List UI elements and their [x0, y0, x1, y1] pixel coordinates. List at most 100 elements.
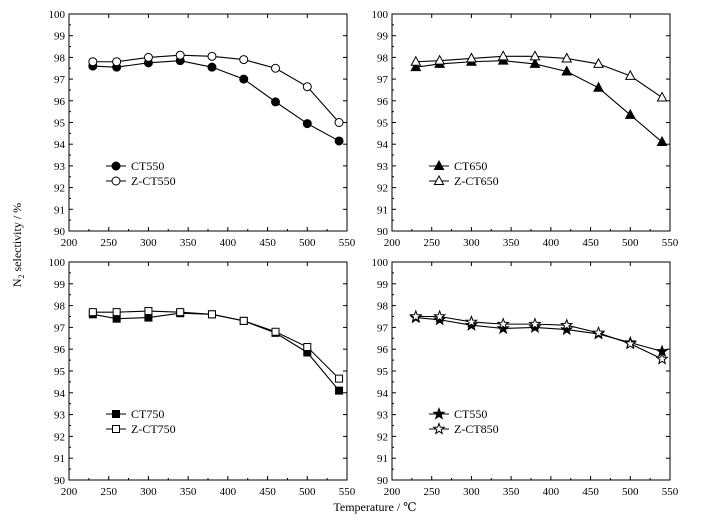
x-tick-label: 250: [423, 237, 440, 249]
legend-label: CT550: [454, 407, 487, 421]
data-point: [239, 74, 249, 84]
legend-label: Z-CT650: [454, 174, 499, 188]
legend-marker: [433, 174, 445, 185]
series-z-ct750: [88, 307, 344, 383]
y-tick-label: 99: [54, 279, 66, 291]
data-point: [271, 97, 281, 107]
y-tick-label: 98: [377, 52, 389, 64]
data-point: [143, 52, 153, 62]
plot-frame: [391, 261, 671, 481]
x-tick-label: 500: [622, 486, 639, 498]
y-tick-label: 95: [54, 366, 66, 378]
legend-marker: [112, 410, 120, 418]
y-tick-label: 96: [377, 96, 389, 108]
y-tick-label: 96: [54, 344, 66, 356]
y-tick-label: 93: [377, 410, 389, 422]
data-point: [656, 91, 668, 102]
series-z-ct550: [88, 50, 344, 127]
x-tick-label: 350: [180, 237, 197, 249]
data-point: [334, 136, 344, 146]
y-tick-label: 90: [54, 475, 66, 487]
x-tick-label: 550: [339, 237, 356, 249]
y-tick-label: 94: [377, 139, 389, 151]
legend-label: Z-CT550: [131, 174, 176, 188]
y-tick-label: 91: [377, 204, 388, 216]
data-point: [207, 310, 216, 319]
x-tick-label: 200: [61, 237, 78, 249]
data-point: [433, 309, 447, 323]
legend-marker: [433, 159, 445, 170]
y-tick-label: 97: [377, 322, 389, 334]
data-point: [335, 386, 344, 395]
x-tick-label: 200: [384, 237, 401, 249]
x-tick-label: 550: [662, 237, 679, 249]
data-point: [497, 50, 509, 61]
legend-item: Z-CT750: [106, 422, 176, 436]
x-tick-label: 250: [100, 486, 117, 498]
y-tick-label: 93: [54, 161, 66, 173]
legend-item: CT750: [106, 407, 164, 421]
legend-item: CT650: [429, 159, 487, 173]
x-tick-label: 250: [423, 486, 440, 498]
chart-panel-bottom-left: 90 91 92 93 94 95 96 97 98 99 100 200 250 300 350 400 45…: [49, 257, 356, 498]
y-tick-label: 99: [377, 31, 389, 43]
data-point: [334, 118, 344, 127]
y-tick-label: 94: [54, 139, 66, 151]
x-tick-label: 450: [582, 237, 599, 249]
data-point: [593, 81, 604, 92]
data-point: [239, 55, 249, 65]
y-tick-label: 98: [54, 301, 66, 313]
series-ct650: [410, 54, 668, 147]
data-point: [410, 61, 422, 72]
data-point: [655, 352, 669, 365]
chart-panel-top-left: 90 91 92 93 94 95 96 97 98 99 100 200 250 300 350 400 45…: [49, 9, 356, 249]
data-point: [144, 313, 153, 322]
data-point: [303, 343, 312, 352]
x-tick-label: 500: [299, 237, 316, 249]
data-point: [434, 54, 446, 65]
data-point: [175, 50, 185, 60]
data-point: [496, 317, 510, 330]
legend-item: Z-CT550: [106, 174, 176, 188]
y-tick-label: 94: [54, 388, 66, 400]
x-tick-label: 200: [384, 486, 401, 498]
plot-frame: [391, 13, 671, 232]
legend-item: Z-CT650: [429, 174, 499, 188]
legend-marker: [432, 407, 446, 420]
y-tick-label: 95: [377, 118, 389, 130]
x-tick-label: 450: [259, 237, 276, 249]
series-line: [92, 310, 340, 380]
data-point: [239, 316, 248, 325]
data-point: [623, 336, 637, 350]
x-tick-label: 350: [503, 237, 520, 249]
y-tick-label: 100: [372, 257, 389, 269]
x-tick-label: 300: [463, 486, 480, 498]
y-tick-label: 98: [377, 301, 389, 313]
y-axis-label-main: N: [10, 278, 24, 287]
data-point: [593, 57, 604, 68]
y-tick-label: 96: [54, 96, 66, 108]
x-tick-label: 350: [503, 486, 520, 498]
data-point: [88, 308, 97, 317]
x-tick-label: 400: [220, 237, 237, 249]
y-tick-label: 99: [54, 31, 66, 43]
series-z-ct650: [410, 50, 668, 102]
panels: 90 91 92 93 94 95 96 97 98 99 100 200 250 300 350 400 45…: [49, 9, 679, 498]
data-point: [560, 322, 574, 336]
data-point: [335, 374, 344, 383]
data-point: [207, 51, 217, 61]
data-point: [410, 55, 422, 66]
series-line: [92, 312, 340, 391]
y-tick-label: 100: [49, 9, 66, 21]
data-point: [144, 307, 153, 316]
x-tick-label: 300: [140, 237, 157, 249]
y-axis-label: N2 selectivity / %: [10, 203, 26, 287]
legend-label: Z-CT850: [454, 422, 499, 436]
x-tick-label: 500: [299, 486, 316, 498]
legend-marker: [111, 161, 121, 171]
data-point: [464, 315, 479, 328]
